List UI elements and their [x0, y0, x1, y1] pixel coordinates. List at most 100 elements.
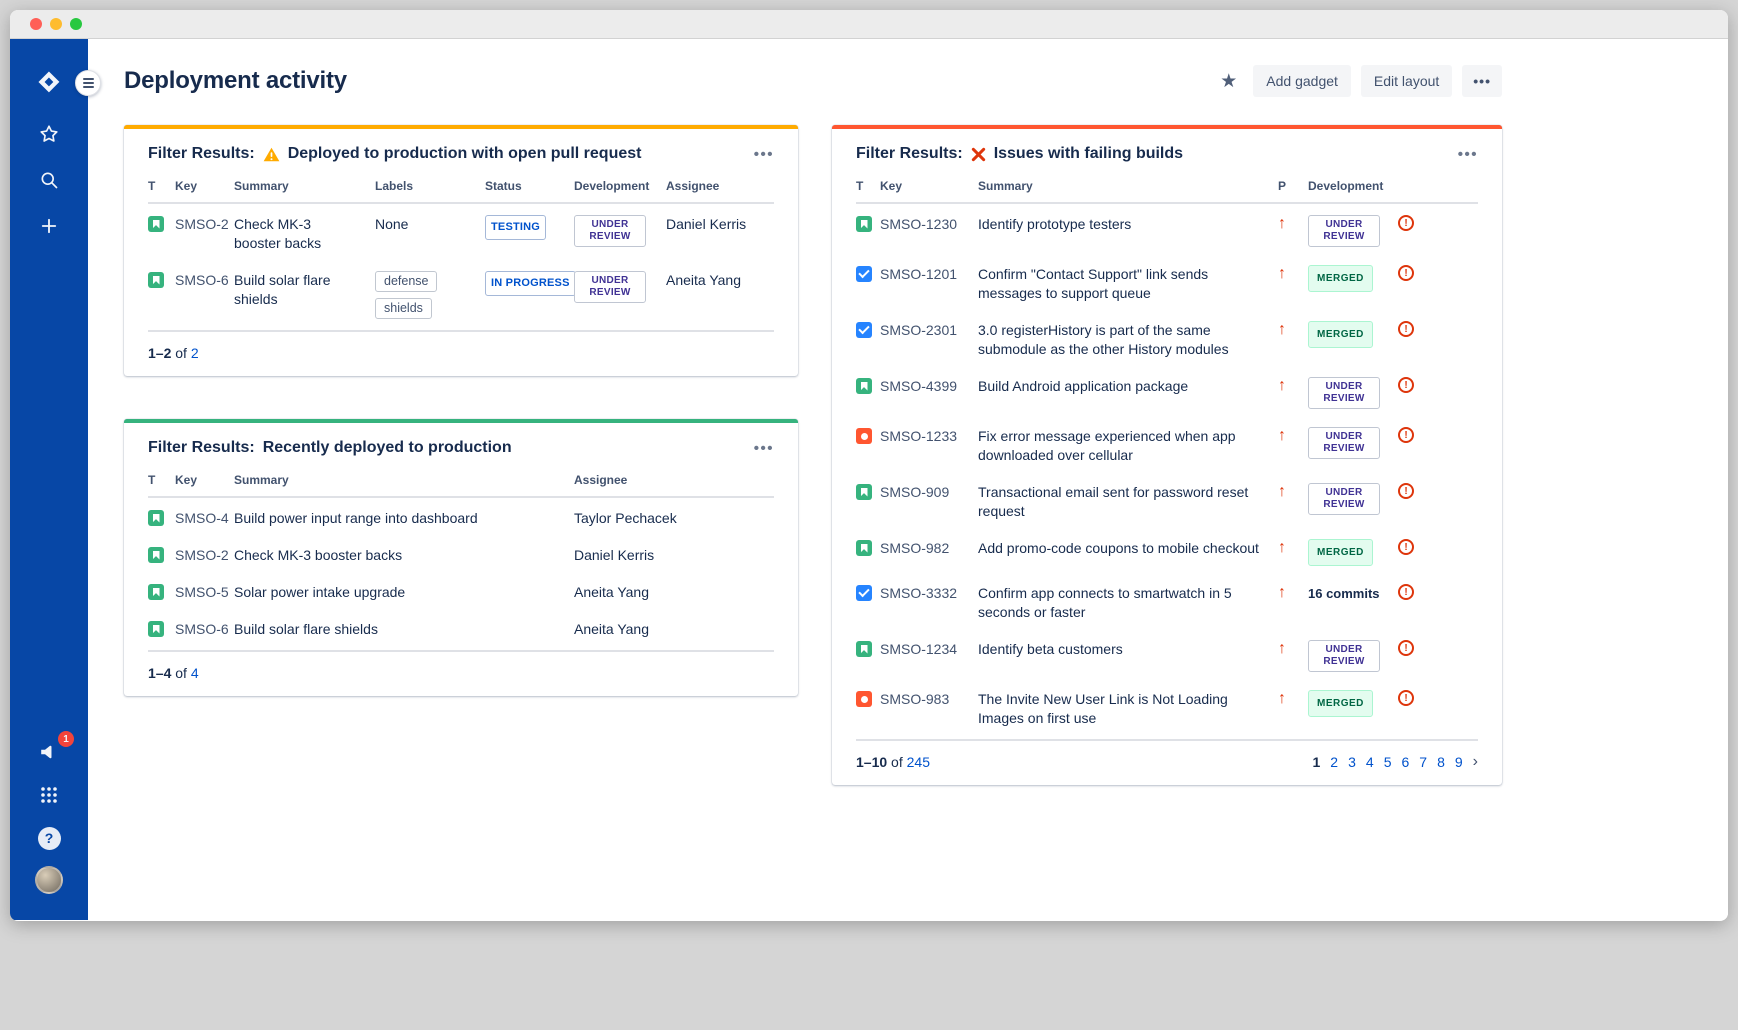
next-page-chevron[interactable]: › — [1472, 753, 1478, 770]
user-avatar[interactable] — [35, 866, 63, 894]
status-lozenge: IN PROGRESS — [485, 271, 576, 296]
issue-key[interactable]: SMSO-909 — [880, 484, 950, 500]
build-failure-icon[interactable]: ! — [1398, 539, 1414, 555]
issue-summary[interactable]: Build solar flare shields — [234, 272, 331, 307]
page-number[interactable]: 4 — [1365, 754, 1374, 770]
table-header: T Key Summary Assignee — [148, 469, 774, 498]
result-total-link[interactable]: 245 — [906, 754, 930, 770]
dev-status-lozenge[interactable]: MERGED — [1308, 321, 1373, 348]
close-window-button[interactable] — [30, 18, 42, 30]
gadget-more-button[interactable]: ••• — [753, 439, 774, 457]
add-gadget-button[interactable]: Add gadget — [1253, 65, 1351, 97]
minimize-window-button[interactable] — [50, 18, 62, 30]
dev-status-lozenge[interactable]: UNDER REVIEW — [574, 215, 646, 247]
notification-badge: 1 — [58, 731, 74, 747]
col-type: T — [856, 179, 864, 193]
gadget-recently-deployed: Filter Results: Recently deployed to pro… — [124, 419, 798, 696]
bug-type-icon — [856, 428, 872, 444]
build-failure-icon[interactable]: ! — [1398, 584, 1414, 600]
issue-summary[interactable]: Check MK-3 booster backs — [234, 547, 403, 563]
dev-status-lozenge[interactable]: UNDER REVIEW — [1308, 377, 1380, 409]
issue-key[interactable]: SMSO-4399 — [880, 378, 958, 394]
issue-key[interactable]: SMSO-5 — [175, 584, 229, 600]
issue-key[interactable]: SMSO-1230 — [880, 216, 958, 232]
sidebar-item-search[interactable] — [31, 165, 67, 195]
build-failure-icon[interactable]: ! — [1398, 377, 1414, 393]
result-total-link[interactable]: 4 — [190, 665, 199, 681]
issue-key[interactable]: SMSO-1234 — [880, 641, 958, 657]
issue-summary[interactable]: Confirm "Contact Support" link sends mes… — [978, 266, 1209, 301]
issue-key[interactable]: SMSO-1201 — [880, 266, 958, 282]
issue-summary[interactable]: Build solar flare shields — [234, 621, 378, 637]
build-failure-icon[interactable]: ! — [1398, 321, 1414, 337]
jira-logo[interactable] — [31, 67, 67, 97]
table-row: SMSO-4399 Build Android application pack… — [856, 366, 1478, 416]
page-number[interactable]: 7 — [1419, 754, 1428, 770]
dev-status-lozenge[interactable]: UNDER REVIEW — [1308, 427, 1380, 459]
issue-key[interactable]: SMSO-2 — [175, 216, 229, 232]
build-failure-icon[interactable]: ! — [1398, 265, 1414, 281]
sidebar-item-create[interactable] — [31, 211, 67, 241]
dashboard-more-button[interactable]: ••• — [1462, 65, 1502, 97]
favorite-dashboard-button[interactable]: ★ — [1220, 70, 1238, 92]
issue-key[interactable]: SMSO-6 — [175, 272, 229, 288]
zoom-window-button[interactable] — [70, 18, 82, 30]
dev-status-lozenge[interactable]: MERGED — [1308, 690, 1373, 717]
issue-summary[interactable]: Build power input range into dashboard — [234, 510, 478, 526]
issue-key[interactable]: SMSO-982 — [880, 540, 950, 556]
dev-status-lozenge[interactable]: MERGED — [1308, 539, 1373, 566]
issue-summary[interactable]: Transactional email sent for password re… — [978, 484, 1249, 519]
col-type: T — [148, 179, 156, 193]
build-failure-icon[interactable]: ! — [1398, 427, 1414, 443]
dev-status-lozenge[interactable]: MERGED — [1308, 265, 1373, 292]
sidebar-item-feedback[interactable]: 1 — [31, 731, 74, 767]
issue-summary[interactable]: Check MK-3 booster backs — [234, 216, 322, 251]
col-labels: Labels — [375, 179, 414, 193]
gadget-title-prefix: Filter Results: — [148, 145, 255, 162]
dev-status-lozenge[interactable]: UNDER REVIEW — [1308, 215, 1380, 247]
build-failure-icon[interactable]: ! — [1398, 483, 1414, 499]
issue-key[interactable]: SMSO-1233 — [880, 428, 958, 444]
issue-key[interactable]: SMSO-2301 — [880, 322, 958, 338]
gadget-more-button[interactable]: ••• — [753, 145, 774, 163]
issue-summary[interactable]: Fix error message experienced when app d… — [978, 428, 1236, 463]
page-number[interactable]: 2 — [1330, 754, 1339, 770]
page-number[interactable]: 9 — [1454, 754, 1463, 770]
sidebar-item-help[interactable]: ? — [31, 823, 67, 853]
issue-key[interactable]: SMSO-2 — [175, 547, 229, 563]
sidebar-item-apps[interactable] — [31, 780, 67, 810]
page-number[interactable]: 6 — [1401, 754, 1410, 770]
build-failure-icon[interactable]: ! — [1398, 215, 1414, 231]
sidebar-item-starred[interactable] — [31, 119, 67, 149]
issue-summary[interactable]: Build Android application package — [978, 378, 1189, 394]
gadget-open-pr: Filter Results: Deployed to production w… — [124, 125, 798, 376]
issue-summary[interactable]: 3.0 registerHistory is part of the same … — [978, 322, 1229, 357]
page-number[interactable]: 3 — [1348, 754, 1356, 770]
story-type-icon — [148, 547, 164, 563]
issue-key[interactable]: SMSO-6 — [175, 621, 229, 637]
sidebar-expand-button[interactable] — [75, 70, 101, 96]
build-failure-icon[interactable]: ! — [1398, 640, 1414, 656]
issue-summary[interactable]: Solar power intake upgrade — [234, 584, 406, 600]
issue-summary[interactable]: Add promo-code coupons to mobile checkou… — [978, 540, 1259, 556]
page-number[interactable]: 8 — [1437, 754, 1445, 770]
issue-key[interactable]: SMSO-4 — [175, 510, 229, 526]
story-type-icon — [148, 584, 164, 600]
label-tag: defense — [375, 271, 438, 292]
issue-key[interactable]: SMSO-983 — [880, 691, 950, 707]
issue-summary[interactable]: Identify beta customers — [978, 641, 1123, 657]
dev-status-lozenge[interactable]: UNDER REVIEW — [1308, 483, 1380, 515]
dev-commits-link[interactable]: 16 commits — [1308, 586, 1380, 601]
gadget-more-button[interactable]: ••• — [1457, 145, 1478, 163]
build-failure-icon[interactable]: ! — [1398, 690, 1414, 706]
issue-summary[interactable]: Confirm app connects to smartwatch in 5 … — [978, 585, 1232, 620]
page-number[interactable]: 5 — [1383, 754, 1392, 770]
dev-status-lozenge[interactable]: UNDER REVIEW — [1308, 640, 1380, 672]
issue-summary[interactable]: Identify prototype testers — [978, 216, 1132, 232]
edit-layout-button[interactable]: Edit layout — [1360, 65, 1453, 97]
result-total-link[interactable]: 2 — [190, 345, 199, 361]
dev-status-lozenge[interactable]: UNDER REVIEW — [574, 271, 646, 303]
issue-key[interactable]: SMSO-3332 — [880, 585, 958, 601]
issue-summary[interactable]: The Invite New User Link is Not Loading … — [978, 691, 1228, 726]
